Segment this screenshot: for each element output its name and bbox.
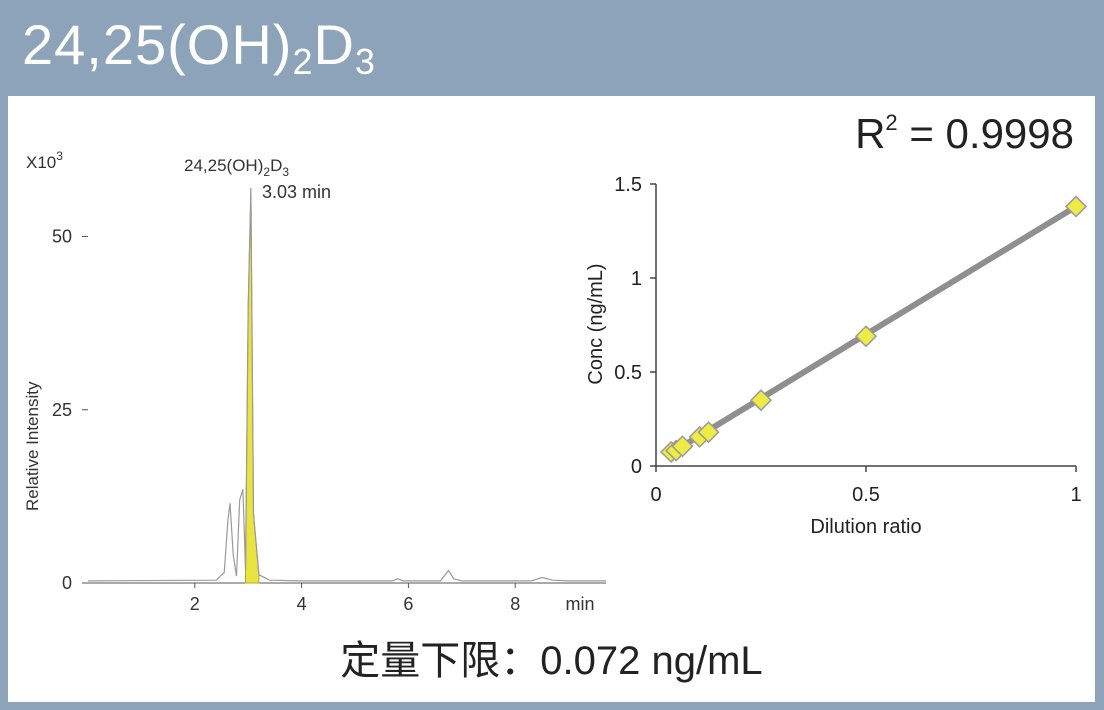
title-text: 24,25(OH) (22, 13, 293, 76)
cal-data-point (697, 421, 720, 444)
chrom-x-tick-label: 8 (510, 594, 520, 614)
cal-x-axis-label: Dilution ratio (810, 516, 921, 538)
chromatogram-chart: X103 Relative Intensity 0 25 50 2 4 6 8 min 2… (23, 149, 606, 614)
chrom-y-ticks: 0 25 50 (52, 227, 88, 593)
lod-text: 定量下限：0.072 ng/mL (340, 639, 763, 683)
cal-x-tick-label: 1 (1070, 484, 1081, 506)
cal-y-tick-label: 0 (631, 456, 642, 478)
chrom-x-unit: min (565, 594, 594, 614)
chrom-y-tick-label: 25 (52, 400, 72, 420)
page-title: 24,25(OH)2D3 (22, 13, 376, 82)
content-panel: X103 Relative Intensity 0 25 50 2 4 6 8 min 2… (8, 96, 1095, 702)
cal-data-points (660, 195, 1088, 463)
r-squared-label: R2 = 0.9998 (855, 110, 1074, 157)
chrom-x-tick-label: 6 (403, 594, 413, 614)
cal-x-tick-label: 0.5 (852, 484, 880, 506)
chrom-peak-rt-label: 3.03 min (262, 182, 331, 202)
chrom-x-ticks: 2 4 6 8 (190, 583, 520, 614)
cal-fit-line (665, 203, 1079, 458)
chrom-x-tick-label: 2 (190, 594, 200, 614)
title-subscript-3: 3 (354, 41, 376, 82)
cal-y-ticks: 0 0.5 1 1.5 (614, 174, 656, 478)
cal-x-ticks: 0 0.5 1 (650, 466, 1082, 506)
chrom-y-tick-label: 0 (62, 573, 72, 593)
chrom-peak-label: 24,25(OH)2D3 (184, 156, 289, 179)
chrom-trace (87, 187, 606, 582)
cal-x-tick-label: 0 (650, 484, 661, 506)
calibration-chart: R2 = 0.9998 00.511.5 0 0.5 1 Dilution rati… (585, 110, 1088, 538)
chrom-y-axis-label: Relative Intensity (23, 381, 42, 511)
cal-y-tick-label: 1.5 (614, 174, 642, 196)
chrom-y-tick-label: 50 (52, 227, 72, 247)
chrom-scale-label: X103 (26, 149, 63, 172)
cal-data-point (1064, 195, 1088, 218)
chrom-x-tick-label: 4 (297, 594, 307, 614)
cal-data-point (749, 389, 773, 412)
cal-data-point (854, 325, 878, 348)
cal-y-axis-label: Conc (ng/mL) (585, 263, 607, 384)
cal-y-tick-label: 1 (631, 268, 642, 290)
title-text-d: D (313, 13, 355, 76)
cal-data-point (671, 435, 694, 458)
title-subscript: 2 (292, 41, 314, 82)
cal-y-tick-label: 0.5 (614, 362, 642, 384)
header-bar: 24,25(OH)2D3 (0, 0, 1104, 96)
